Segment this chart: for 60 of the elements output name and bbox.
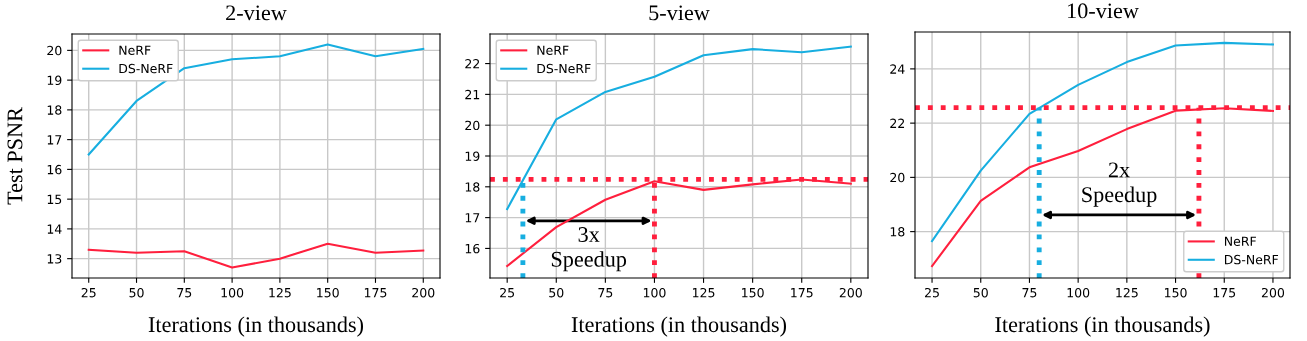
x-tick-label: 150 xyxy=(742,287,764,298)
annotation: 3x Speedup xyxy=(551,227,627,272)
annotation: 2x Speedup xyxy=(1082,162,1157,207)
y-tick-label: 18 xyxy=(890,227,905,237)
x-tick-label: 175 xyxy=(364,288,387,298)
y-tick-label: 20 xyxy=(47,45,62,56)
chart-title: 10-view xyxy=(1068,3,1139,19)
x-tick-label: 125 xyxy=(1116,287,1138,298)
y-tick-label: 20 xyxy=(890,172,905,183)
y-tick-label: 22 xyxy=(465,59,480,69)
legend-label: DS-NeRF xyxy=(119,63,173,74)
y-tick-label: 16 xyxy=(47,164,62,175)
x-tick-label: 25 xyxy=(500,287,515,298)
y-tick-label: 18 xyxy=(47,105,62,115)
x-tick-label: 150 xyxy=(1165,287,1187,298)
legend-label: DS-NeRF xyxy=(537,63,591,74)
x-axis-title: Iterations (in thousands) xyxy=(995,316,1210,337)
y-tick-label: 15 xyxy=(47,194,62,205)
x-tick-label: 175 xyxy=(1213,288,1236,298)
line-series xyxy=(87,43,425,156)
x-tick-label: 175 xyxy=(791,288,813,298)
x-tick-label: 50 xyxy=(973,287,988,298)
y-tick-label: 16 xyxy=(465,243,480,254)
legend-label: DS-NeRF xyxy=(1224,254,1279,265)
x-tick-label: 150 xyxy=(317,287,339,298)
y-tick-label: 17 xyxy=(465,213,480,223)
x-tick-label: 50 xyxy=(549,287,564,298)
y-tick-label: 20 xyxy=(465,120,480,131)
y-tick-label: 17 xyxy=(47,135,62,145)
x-tick-label: 75 xyxy=(598,288,613,298)
chart-title: 5-view xyxy=(649,5,710,21)
x-tick-label: 200 xyxy=(412,287,435,298)
x-tick-label: 200 xyxy=(1261,287,1285,298)
y-tick-label: 18 xyxy=(465,182,480,192)
y-tick-label: 19 xyxy=(465,151,480,161)
x-tick-label: 200 xyxy=(839,287,862,298)
x-axis-title: Iterations (in thousands) xyxy=(571,316,787,337)
x-tick-label: 125 xyxy=(692,287,715,298)
x-tick-label: 125 xyxy=(269,287,291,298)
x-tick-label: 50 xyxy=(129,287,144,298)
legend-label: NeRF xyxy=(537,45,569,55)
y-tick-label: 14 xyxy=(47,224,62,234)
x-tick-label: 75 xyxy=(1022,288,1037,298)
x-tick-label: 100 xyxy=(221,287,244,298)
legend-label: NeRF xyxy=(1224,236,1256,246)
x-tick-label: 25 xyxy=(925,287,939,298)
chart-title: 2-view xyxy=(226,5,287,21)
y-tick-label: 19 xyxy=(47,75,62,86)
x-axis-title: Iterations (in thousands) xyxy=(148,316,364,337)
x-tick-label: 100 xyxy=(643,287,666,298)
y-tick-label: 22 xyxy=(890,118,905,128)
x-tick-label: 25 xyxy=(81,287,96,298)
y-tick-label: 13 xyxy=(47,254,62,264)
y-axis-title: Test PSNR xyxy=(7,107,23,205)
y-tick-label: 24 xyxy=(890,64,905,74)
legend-label: NeRF xyxy=(119,45,151,55)
x-tick-label: 75 xyxy=(177,288,192,298)
x-tick-label: 100 xyxy=(1067,287,1090,298)
line-series xyxy=(87,242,425,269)
y-tick-label: 21 xyxy=(465,89,480,100)
